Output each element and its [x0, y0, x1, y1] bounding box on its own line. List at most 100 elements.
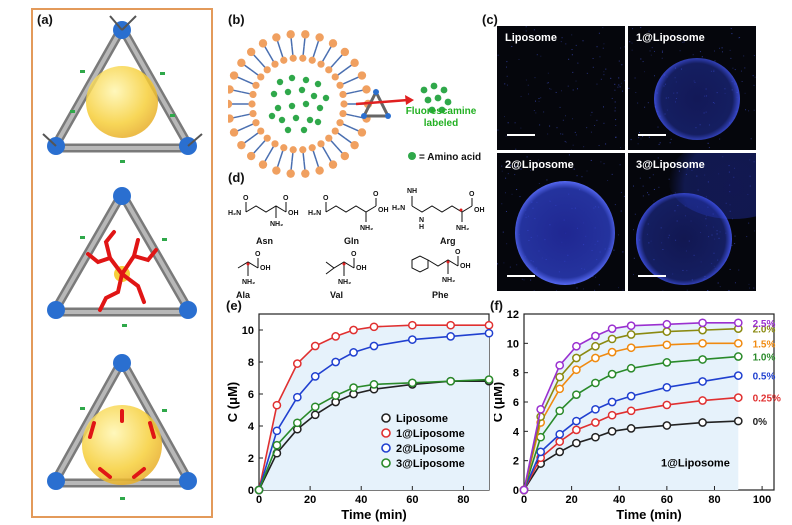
atom-label: O	[243, 195, 249, 202]
series-line	[523, 342, 739, 491]
data-point	[733, 338, 743, 348]
noise-speck	[642, 195, 644, 197]
noise-speck	[661, 51, 663, 53]
noise-speck	[546, 179, 548, 181]
lipid-head	[331, 73, 339, 81]
noise-speck	[749, 287, 751, 289]
noise-speck	[564, 140, 566, 142]
noise-speck	[586, 127, 588, 129]
vesicle-fluorescence	[654, 58, 740, 140]
noise-speck	[743, 55, 745, 57]
data-point	[292, 418, 302, 428]
lipid-head	[248, 100, 256, 108]
noise-speck	[603, 71, 605, 73]
noise-speck	[538, 100, 540, 102]
x-tick-label: 40	[355, 494, 367, 506]
noise-speck	[515, 165, 517, 167]
vesicle-fluorescence	[515, 181, 615, 285]
noise-speck	[576, 88, 578, 90]
data-point	[626, 406, 636, 416]
noise-speck	[632, 274, 634, 276]
atom-label: O	[283, 195, 289, 202]
noise-speck	[741, 81, 743, 83]
data-point	[607, 347, 617, 357]
noise-speck	[591, 111, 593, 113]
noise-speck	[661, 50, 663, 52]
data-point	[662, 421, 672, 430]
noise-speck	[590, 114, 592, 116]
series-2@Liposome	[254, 328, 494, 495]
data-point	[272, 400, 282, 410]
data-point	[698, 396, 707, 405]
series-line	[523, 374, 739, 491]
noise-speck	[506, 84, 508, 86]
y-tick-label: 0	[248, 485, 254, 497]
chart-annotation: 1@Liposome	[661, 458, 730, 470]
noise-speck	[633, 257, 635, 259]
series-line	[258, 378, 490, 491]
noise-speck	[546, 164, 548, 166]
noise-speck	[619, 164, 621, 166]
noise-speck	[686, 289, 688, 291]
amino-acid-dot	[322, 94, 330, 102]
noise-speck	[738, 37, 740, 39]
noise-speck	[594, 124, 596, 126]
data-point	[698, 318, 707, 328]
noise-speck	[644, 106, 646, 108]
noise-speck	[603, 122, 605, 124]
noise-speck	[744, 92, 746, 94]
y-tick-label: 2	[513, 456, 519, 468]
data-point	[310, 410, 320, 420]
noise-speck	[497, 263, 499, 265]
data-point	[446, 320, 456, 330]
noise-speck	[647, 102, 649, 104]
noise-speck	[658, 143, 660, 145]
atom-label: NH₂	[242, 279, 255, 286]
released-amino-acids	[420, 82, 452, 114]
noise-speck	[734, 282, 736, 284]
series-end-label: 2.0%	[753, 325, 776, 336]
noise-speck	[547, 35, 549, 37]
amino-acid-name: Ala	[236, 290, 251, 300]
data-point	[555, 360, 565, 370]
noise-speck	[618, 84, 620, 86]
amino-acid-dot	[314, 80, 322, 88]
data-point	[607, 397, 617, 407]
noise-speck	[574, 131, 576, 133]
noise-speck	[652, 174, 654, 176]
noise-speck	[744, 67, 746, 69]
atom-label: O	[455, 249, 461, 256]
noise-speck	[714, 50, 716, 52]
noise-speck	[653, 200, 655, 202]
noise-speck	[505, 177, 507, 179]
lipid-head	[257, 127, 265, 135]
series-line	[523, 420, 739, 491]
noise-speck	[746, 236, 748, 238]
noise-speck	[734, 235, 736, 237]
noise-speck	[515, 148, 517, 150]
data-point	[369, 341, 379, 351]
micrograph-label: 3@Liposome	[636, 159, 705, 171]
noise-speck	[535, 112, 537, 114]
chart-f-plot: 0 20 40 60 80 100 0 2 4 6 8 10 12 Time (min) C (μM) 0% 0…	[494, 309, 781, 522]
panel-e-label: (e)	[226, 298, 242, 313]
noise-speck	[632, 185, 634, 187]
x-tick-label: 100	[753, 494, 771, 506]
noise-speck	[719, 286, 721, 288]
series-end-label: 2.5%	[753, 319, 776, 330]
amino-acid-dot	[444, 98, 452, 106]
atom-label: NH₂	[338, 279, 351, 286]
data-point	[572, 341, 581, 351]
data-point	[407, 320, 417, 330]
noise-speck	[521, 278, 523, 280]
noise-speck	[670, 138, 672, 140]
noise-speck	[514, 168, 516, 170]
lipid-head	[350, 140, 359, 150]
amino-acid-name: Phe	[432, 290, 449, 300]
data-point	[662, 400, 672, 410]
lipid-head	[289, 54, 297, 62]
noise-speck	[511, 45, 513, 47]
series-3@Liposome	[254, 375, 494, 495]
amino-acid-dot	[288, 102, 296, 110]
noise-speck	[506, 61, 508, 63]
